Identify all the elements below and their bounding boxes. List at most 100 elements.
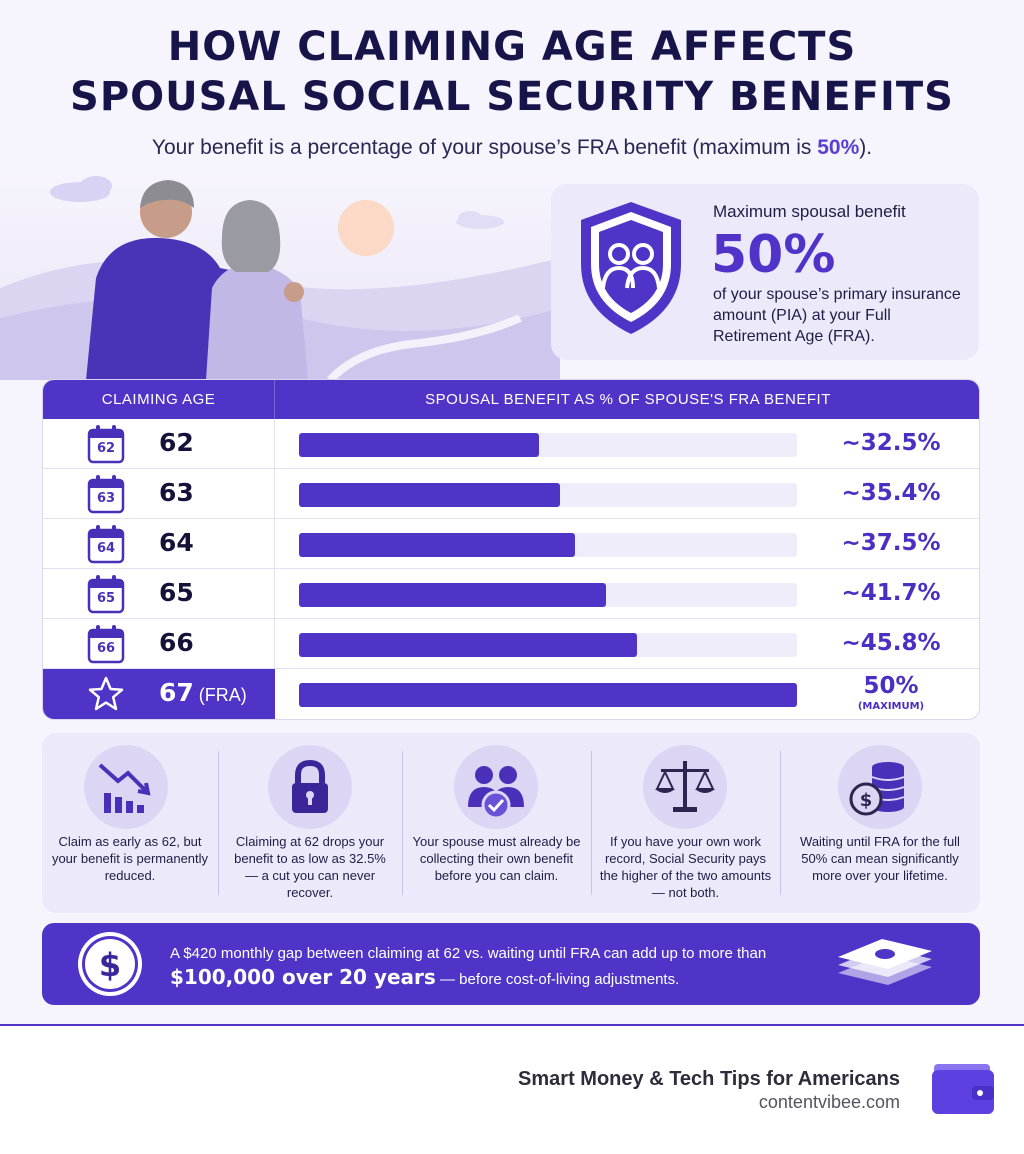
hero-illustration — [0, 168, 560, 380]
shield-couple-icon — [581, 202, 681, 334]
tip-text: Your spouse must already be collecting t… — [412, 834, 581, 883]
bar-fill — [299, 583, 607, 607]
banner-rest: — before cost-of-living adjustments. — [435, 971, 680, 988]
table-header: CLAIMING AGE SPOUSAL BENEFIT AS % OF SPO… — [43, 380, 979, 419]
woman-figure — [206, 200, 308, 380]
age-label: 66 — [159, 628, 194, 657]
benefit-chart-table: CLAIMING AGE SPOUSAL BENEFIT AS % OF SPO… — [42, 379, 980, 720]
tip-text: Waiting until FRA for the full 50% can m… — [800, 834, 960, 883]
value-label: ~45.8% — [841, 630, 941, 656]
calendar-number: 62 — [96, 441, 116, 456]
age-number: 64 — [159, 528, 194, 557]
bar-track — [299, 483, 797, 507]
bar-fill — [299, 433, 539, 457]
value-label: ~35.4% — [841, 480, 941, 506]
bar-fill — [299, 533, 576, 557]
calendar-icon — [87, 525, 125, 564]
tip-divider — [402, 751, 403, 895]
tip-text: Claiming at 62 drops your benefit to as … — [234, 834, 386, 900]
age-label: 64 — [159, 528, 194, 557]
age-label: 63 — [159, 478, 194, 507]
max-benefit-label: Maximum spousal benefit — [713, 202, 906, 221]
age-number: 66 — [159, 628, 194, 657]
svg-text:$: $ — [99, 946, 121, 984]
tip-divider — [780, 751, 781, 895]
coin-stack-icon: $ — [838, 745, 922, 829]
table-row: 66 66 ~45.8% — [43, 619, 979, 669]
tip-item: $ Waiting until FRA for the full 50% can… — [780, 733, 980, 913]
age-cell: 67 (FRA) — [43, 669, 275, 719]
age-cell: 62 62 — [43, 419, 275, 468]
money-stack-icon — [838, 939, 932, 985]
tip-item: Claiming at 62 drops your benefit to as … — [218, 733, 402, 913]
tip-text: If you have your own work record, Social… — [599, 834, 772, 900]
couple-check-icon — [454, 745, 538, 829]
svg-text:$: $ — [860, 790, 873, 811]
calendar-number: 63 — [96, 491, 116, 506]
declining-bars-icon — [84, 745, 168, 829]
table-row: 65 65 ~41.7% — [43, 569, 979, 619]
age-cell: 66 66 — [43, 619, 275, 668]
header-spousal-benefit: SPOUSAL BENEFIT AS % OF SPOUSE'S FRA BEN… — [425, 391, 831, 408]
footer-divider — [0, 1024, 1024, 1026]
age-cell: 65 65 — [43, 569, 275, 618]
calendar-icon — [87, 575, 125, 614]
calendar-number: 66 — [96, 641, 116, 656]
value-label: ~41.7% — [841, 580, 941, 606]
banner-line-1: A $420 monthly gap between claiming at 6… — [170, 945, 767, 962]
calendar-number: 64 — [96, 541, 116, 556]
value-label: ~37.5% — [841, 530, 941, 556]
cloud-icon — [456, 211, 504, 229]
tip-item: If you have your own work record, Social… — [591, 733, 780, 913]
subtitle-pre: Your benefit is a percentage of your spo… — [151, 136, 818, 159]
bar-track — [299, 583, 797, 607]
banner-line-2: $100,000 over 20 years — before cost-of-… — [170, 965, 679, 989]
title-line-2: SPOUSAL SOCIAL SECURITY BENEFITS — [70, 74, 954, 120]
subtitle-highlight: 50% — [817, 136, 860, 159]
calendar-icon — [87, 625, 125, 664]
table-row: 62 62 ~32.5% — [43, 419, 979, 469]
value-label: ~32.5% — [841, 430, 941, 456]
table-row: 63 63 ~35.4% — [43, 469, 979, 519]
footer: Smart Money & Tech Tips for Americans co… — [0, 1026, 1024, 1154]
header-claiming-age: CLAIMING AGE — [43, 380, 275, 419]
sun-icon — [338, 200, 394, 256]
bar-track — [299, 533, 797, 557]
scales-icon — [643, 745, 727, 829]
bar-fill — [299, 633, 637, 657]
tip-text: Claim as early as 62, but your benefit i… — [51, 834, 209, 883]
dollar-coin-icon: $ — [78, 932, 142, 996]
value-label: 50% — [863, 673, 919, 699]
footer-brand: Smart Money & Tech Tips for Americans — [518, 1068, 900, 1090]
wallet-icon — [932, 1064, 994, 1114]
banner-highlight: $100,000 over 20 years — [170, 965, 436, 989]
savings-banner: $ A $420 monthly gap between claiming at… — [42, 923, 980, 1005]
bar-track — [299, 433, 797, 457]
age-number: 63 — [159, 478, 194, 507]
footer-site[interactable]: contentvibee.com — [758, 1092, 900, 1112]
tip-item: Claim as early as 62, but your benefit i… — [42, 733, 218, 913]
tip-divider — [218, 751, 219, 895]
max-benefit-value: 50% — [711, 225, 836, 285]
tips-panel: Claim as early as 62, but your benefit i… — [42, 733, 980, 913]
padlock-icon — [268, 745, 352, 829]
age-label: 65 — [159, 578, 194, 607]
cloud-icon — [50, 176, 112, 202]
title-line-1: HOW CLAIMING AGE AFFECTS — [167, 24, 857, 70]
age-number: 62 — [159, 428, 194, 457]
calendar-icon — [87, 425, 125, 464]
age-number: 67 — [159, 678, 194, 707]
page-title: HOW CLAIMING AGE AFFECTS SPOUSAL SOCIAL … — [0, 22, 1024, 122]
age-suffix: (FRA) — [193, 685, 247, 705]
age-cell: 63 63 — [43, 469, 275, 518]
max-benefit-description: of your spouse’s primary insurance amoun… — [713, 286, 961, 345]
tip-item: Your spouse must already be collecting t… — [402, 733, 591, 913]
subtitle-post: ). — [859, 136, 873, 159]
age-number: 65 — [159, 578, 194, 607]
max-benefit-card: Maximum spousal benefit 50% of your spou… — [551, 184, 979, 360]
bar-track — [299, 683, 797, 707]
bar-track — [299, 633, 797, 657]
age-label: 67 (FRA) — [159, 678, 247, 707]
age-label: 62 — [159, 428, 194, 457]
calendar-icon — [87, 475, 125, 514]
